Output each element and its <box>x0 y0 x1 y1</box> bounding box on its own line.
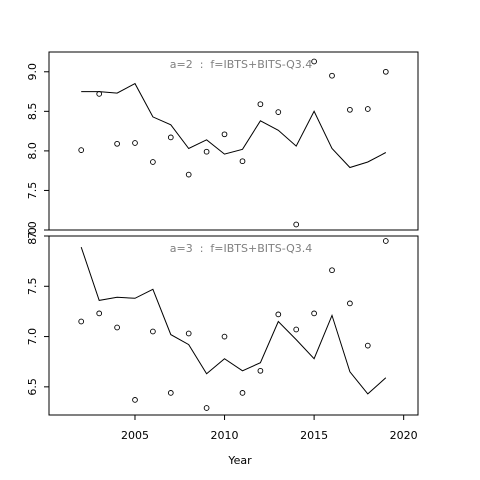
observation-point <box>364 106 371 112</box>
x-tick-label: 2015 <box>300 429 328 442</box>
observation-point <box>275 311 282 318</box>
panel-bottom: a=3 : f=IBTS+BITS-Q3.4 6.5 7.0 7.5 8.0 2005… <box>26 227 419 442</box>
y-tick-label: 8.5 <box>26 103 39 121</box>
y-tick-label: 6.5 <box>26 378 39 396</box>
y-axis-bottom: 6.5 7.0 7.5 8.0 <box>26 227 49 396</box>
observation-point <box>275 109 282 115</box>
panel-annotation-bottom: a=3 : f=IBTS+BITS-Q3.4 <box>170 242 312 255</box>
y-tick-label: 7.5 <box>26 182 39 200</box>
observation-point <box>311 310 317 317</box>
observation-point <box>293 326 300 333</box>
observation-point <box>221 333 228 340</box>
observation-point <box>293 221 300 228</box>
panel-top: a=2 : f=IBTS+BITS-Q3.4 7.0 7.5 8.0 8.5 9.0 <box>26 51 419 239</box>
fitted-line <box>81 82 387 169</box>
x-tick-label: 2005 <box>121 429 149 442</box>
observation-point <box>185 330 192 337</box>
panel-annotation-top: a=2 : f=IBTS+BITS-Q3.4 <box>170 58 312 71</box>
observation-point <box>150 328 156 335</box>
plot-frame-bottom <box>48 235 419 416</box>
y-tick-label: 7.0 <box>26 328 39 346</box>
observation-point <box>347 300 353 307</box>
observation-point <box>382 68 389 75</box>
y-tick-label: 8.0 <box>26 142 39 160</box>
observation-point <box>167 390 174 396</box>
observation-point <box>257 101 264 108</box>
observation-point <box>239 158 246 165</box>
y-tick-label: 8.0 <box>26 227 39 245</box>
x-axis-title: Year <box>227 454 252 467</box>
fitted-line <box>80 246 387 395</box>
observation-point <box>311 58 317 65</box>
series-bottom <box>78 238 389 411</box>
observation-point <box>96 91 103 97</box>
observation-point <box>185 171 192 178</box>
observation-point <box>329 267 335 274</box>
y-tick-label: 9.0 <box>26 63 39 81</box>
observation-point <box>150 159 156 165</box>
observation-point <box>347 106 353 113</box>
observation-point <box>167 134 174 141</box>
observation-point <box>114 324 120 331</box>
observation-point <box>132 140 138 146</box>
x-tick-label: 2010 <box>211 429 239 442</box>
observation-point <box>364 342 371 349</box>
observation-point <box>221 131 228 138</box>
observation-point <box>257 367 264 374</box>
plot-frame-top <box>48 51 419 231</box>
observation-point <box>96 310 103 317</box>
observation-point <box>114 140 120 147</box>
observation-point <box>78 147 85 153</box>
observation-point <box>239 390 246 396</box>
y-tick-label: 7.5 <box>26 278 39 296</box>
x-axis-bottom: 2005 2010 2015 2020 <box>121 415 418 442</box>
observation-point <box>329 72 335 79</box>
observation-point <box>78 318 85 325</box>
observation-point <box>203 148 210 155</box>
observation-point <box>382 238 389 244</box>
series-top <box>78 58 389 228</box>
observation-point <box>203 405 210 411</box>
x-tick-label: 2020 <box>390 429 418 442</box>
observation-point <box>132 397 138 403</box>
y-tick-label: 7.0 <box>26 221 39 239</box>
y-axis-top: 7.0 7.5 8.0 8.5 9.0 <box>26 63 49 239</box>
